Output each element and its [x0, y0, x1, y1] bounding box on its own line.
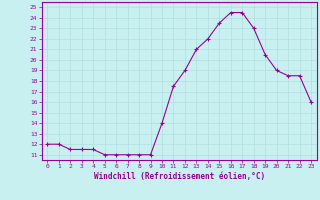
X-axis label: Windchill (Refroidissement éolien,°C): Windchill (Refroidissement éolien,°C) [94, 172, 265, 181]
